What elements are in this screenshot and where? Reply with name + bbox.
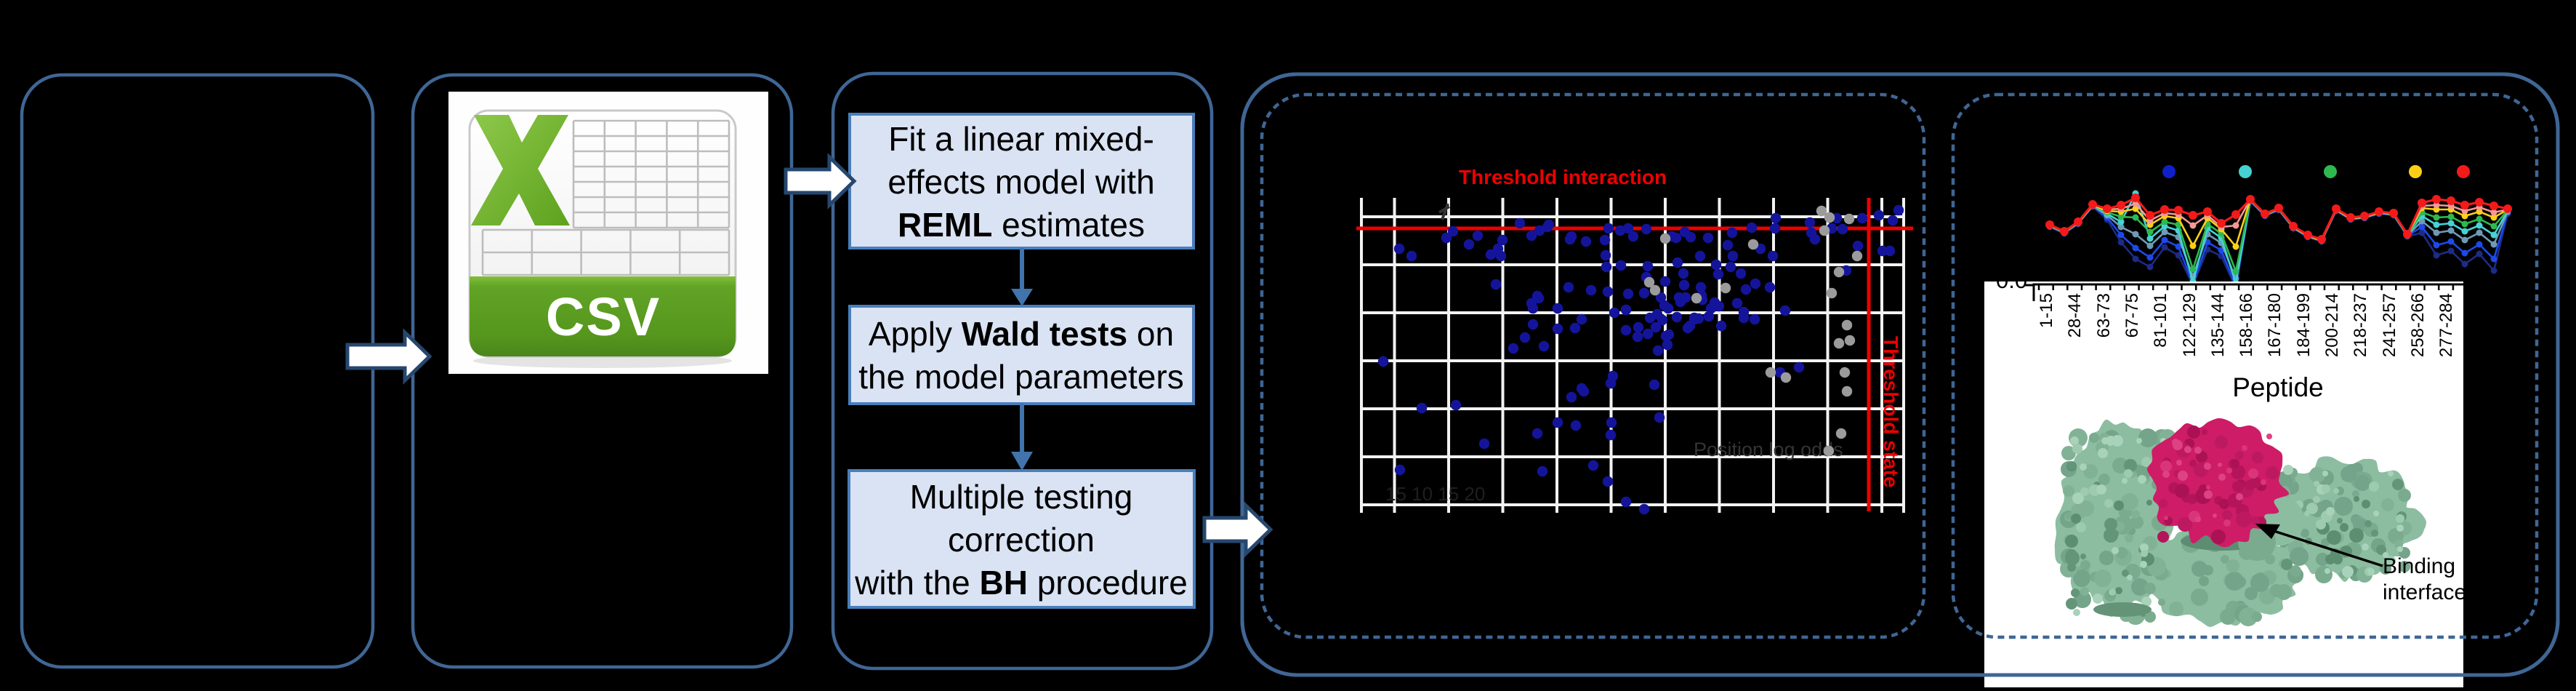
svg-text:Multiple testing: Multiple testing <box>910 478 1133 516</box>
svg-text:63-73: 63-73 <box>2094 293 2114 337</box>
svg-text:218-237: 218-237 <box>2351 293 2370 357</box>
svg-text:277-284: 277-284 <box>2436 293 2456 357</box>
svg-text:correction: correction <box>948 521 1095 559</box>
svg-text:Threshold interaction: Threshold interaction <box>1459 166 1667 188</box>
svg-text:Position log odds: Position log odds <box>1694 439 1843 460</box>
svg-text:the model parameters: the model parameters <box>858 358 1183 396</box>
svg-text:Peptide: Peptide <box>2232 372 2324 402</box>
svg-text:with the BH procedure: with the BH procedure <box>854 564 1188 602</box>
svg-text:28-44: 28-44 <box>2065 293 2085 337</box>
svg-text:258-266: 258-266 <box>2408 293 2428 357</box>
svg-text:158-166: 158-166 <box>2237 293 2256 357</box>
svg-text:15 10 15 20: 15 10 15 20 <box>1385 483 1485 505</box>
svg-text:0.0: 0.0 <box>1996 268 2027 293</box>
svg-text:135-144: 135-144 <box>2208 293 2228 357</box>
svg-text:Fit a linear mixed-: Fit a linear mixed- <box>888 120 1154 158</box>
svg-text:67-75: 67-75 <box>2122 293 2142 337</box>
svg-text:81-101: 81-101 <box>2151 293 2170 348</box>
svg-text:200-214: 200-214 <box>2322 293 2342 357</box>
svg-text:Threshold state: Threshold state <box>1880 336 1902 487</box>
svg-text:241-257: 241-257 <box>2380 293 2399 357</box>
svg-text:184-199: 184-199 <box>2294 293 2314 357</box>
svg-text:1-15: 1-15 <box>2037 293 2056 328</box>
svg-text:CSV: CSV <box>546 287 661 347</box>
svg-text:REML estimates: REML estimates <box>898 206 1145 244</box>
svg-text:effects model with: effects model with <box>887 163 1154 201</box>
svg-text:167-180: 167-180 <box>2265 293 2285 357</box>
svg-text:Apply Wald tests on: Apply Wald tests on <box>869 315 1174 353</box>
svg-text:Binding: Binding <box>2383 554 2455 578</box>
svg-text:122-129: 122-129 <box>2180 293 2199 357</box>
svg-text:interface: interface <box>2383 580 2466 604</box>
